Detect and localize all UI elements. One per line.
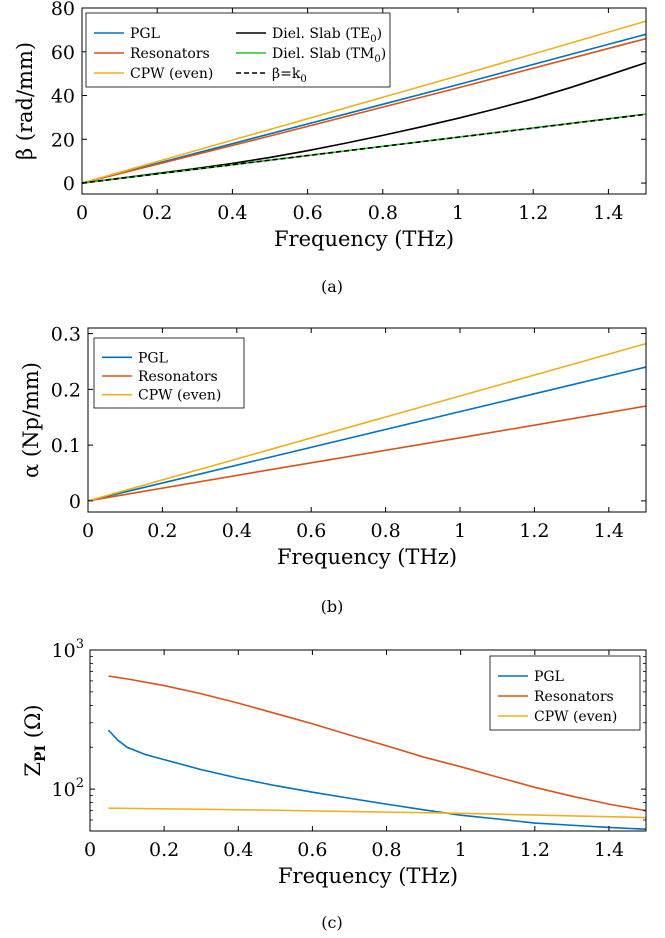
x-tick-label-a-4: 0.8 [368,202,398,224]
legend-label-c-0: PGL [534,669,564,685]
x-tick-label-b-2: 0.4 [222,520,252,542]
legend-label-c-2: CPW (even) [534,709,617,725]
legend-label-c-1: Resonators [534,689,614,705]
legend-label-a-4: Diel. Slab (TM0) [272,46,386,65]
y-tick-label-c-0: 102 [52,776,84,801]
y-tick-label-b-3: 0.3 [51,324,81,346]
y-tick-label-a-3: 60 [51,42,75,64]
legend-label-a-3: Diel. Slab (TE0) [272,26,382,45]
series-line-b-0 [88,366,646,502]
x-axis-label-a: Frequency (THz) [274,227,454,251]
legend-box-b [93,337,245,409]
series-line-a-5 [82,113,646,184]
x-tick-label-a-3: 0.6 [292,202,322,224]
x-tick-label-c-7: 1.4 [594,839,624,861]
caption-b: (b) [321,597,344,616]
x-tick-label-c-5: 1 [455,839,467,861]
legend-box-c [489,655,641,731]
legend-label-a-0: PGL [130,26,160,42]
y-tick-label-a-2: 40 [51,86,75,108]
chart-panel-a: 0 0.2 0.4 0.6 0.8 1 1.2 1.4 0 20 40 60 80 Frequency (… [13,0,647,296]
y-axis-label-c: ZPI (Ω) [21,704,49,776]
x-tick-label-a-6: 1.2 [518,202,548,224]
plot-frame-b [87,327,647,513]
x-axis-label-b: Frequency (THz) [277,545,457,569]
series-line-a-2 [82,20,646,184]
x-tick-label-c-1: 0.2 [149,839,179,861]
x-tick-label-b-5: 1 [454,520,466,542]
x-tick-label-a-1: 0.2 [142,202,172,224]
chart-panel-b: 0 0.2 0.4 0.6 0.8 1 1.2 1.4 0 0.1 0.2 0.3 Frequency … [19,324,647,616]
y-axis-label-a: β (rad/mm) [13,42,37,160]
x-tick-label-b-7: 1.4 [594,520,624,542]
x-tick-label-b-4: 0.8 [370,520,400,542]
series-line-b-2 [88,342,646,502]
x-tick-label-c-3: 0.6 [297,839,327,861]
y-tick-label-b-0: 0 [69,491,81,513]
x-tick-label-a-5: 1 [452,202,464,224]
y-tick-label-a-0: 0 [63,173,75,195]
x-tick-label-b-6: 1.2 [519,520,549,542]
series-line-c-1 [108,675,646,812]
legend-label-a-1: Resonators [130,46,210,62]
x-tick-label-c-4: 0.8 [371,839,401,861]
x-tick-label-b-1: 0.2 [147,520,177,542]
series-line-c-2 [108,807,646,819]
legend-label-a-2: CPW (even) [130,66,213,82]
legend-label-b-2: CPW (even) [138,388,221,404]
series-line-a-0 [82,33,646,184]
legend-b: PGL Resonators CPW (even) [93,337,245,409]
legend-box-a [85,12,391,88]
plot-frame-a [81,7,647,195]
x-tick-label-c-0: 0 [84,839,96,861]
caption-a: (a) [321,277,343,296]
x-tick-label-a-0: 0 [76,202,88,224]
x-tick-label-a-2: 0.4 [217,202,247,224]
x-tick-label-a-7: 1.4 [593,202,623,224]
y-tick-label-b-2: 0.2 [51,379,81,401]
y-tick-label-c-1: 103 [52,637,84,662]
y-tick-label-b-1: 0.1 [51,435,81,457]
x-tick-label-c-2: 0.4 [223,839,253,861]
plot-frame-c [89,649,647,832]
y-tick-label-a-1: 20 [51,129,75,151]
x-tick-label-b-0: 0 [82,520,94,542]
x-tick-label-b-3: 0.6 [296,520,326,542]
chart-panel-c: 0 0.2 0.4 0.6 0.8 1 1.2 1.4 102 103 Frequency (THz… [21,637,647,932]
caption-c: (c) [321,913,342,932]
y-tick-label-a-4: 80 [51,0,75,20]
series-line-c-0 [107,729,646,831]
series-line-b-1 [88,405,646,502]
series-line-a-1 [82,37,646,184]
legend-label-b-0: PGL [138,350,168,366]
y-axis-label-b: α (Np/mm) [19,362,43,478]
legend-c: PGL Resonators CPW (even) [489,655,641,731]
legend-a: PGL Resonators CPW (even) Diel. Slab (TE0)D… [85,12,391,88]
legend-label-b-1: Resonators [138,369,218,385]
x-axis-label-c: Frequency (THz) [278,864,458,888]
legend-label-a-5: β=k0 [272,66,307,85]
x-tick-label-c-6: 1.2 [520,839,550,861]
